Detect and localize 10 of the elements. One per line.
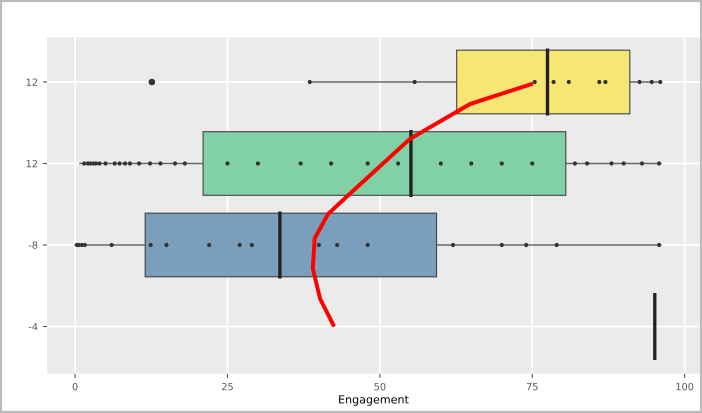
y-tick-label: -8: [28, 241, 38, 249]
x-tick-label: 75: [526, 383, 538, 390]
y-tick-label: 12: [26, 78, 38, 86]
x-tick-label: 0: [72, 382, 78, 390]
x-tick-label: 100: [676, 382, 694, 390]
x-axis-title: Engagement: [339, 395, 409, 406]
y-tick-label: 12: [26, 160, 38, 168]
y-tick-label: -4: [28, 323, 38, 330]
x-tick-label: 50: [374, 382, 386, 390]
x-tick-label: 25: [222, 382, 233, 390]
